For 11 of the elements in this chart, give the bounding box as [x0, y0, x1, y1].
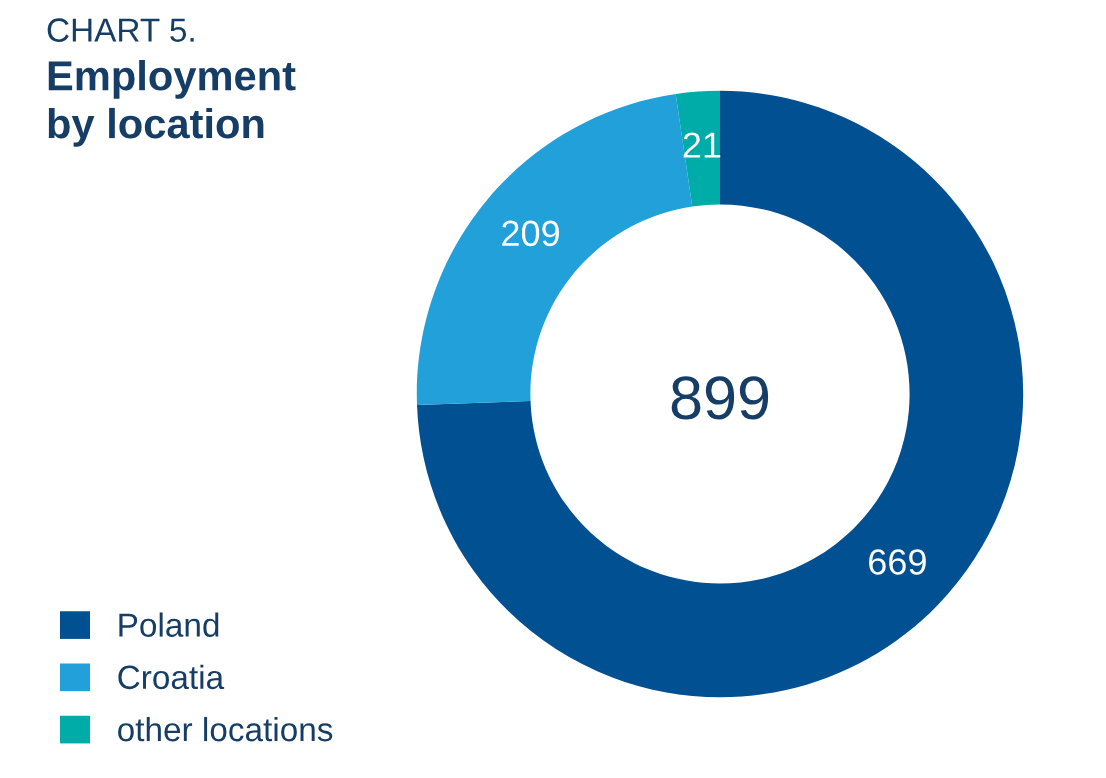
- data-label: 209: [502, 220, 559, 247]
- legend-label: Poland: [119, 612, 219, 637]
- chart-title: Employment by location: [48, 60, 296, 147]
- text: 899: [671, 376, 769, 420]
- donut-slice: [675, 90, 720, 207]
- data-label: 669: [869, 549, 926, 575]
- data-label: 21: [683, 132, 721, 158]
- chart-subtitle: CHART 5.: [47, 18, 194, 42]
- legend-label: other locations: [118, 716, 333, 742]
- donut-slice: [417, 90, 1024, 698]
- legend-label: Croatia: [118, 664, 225, 690]
